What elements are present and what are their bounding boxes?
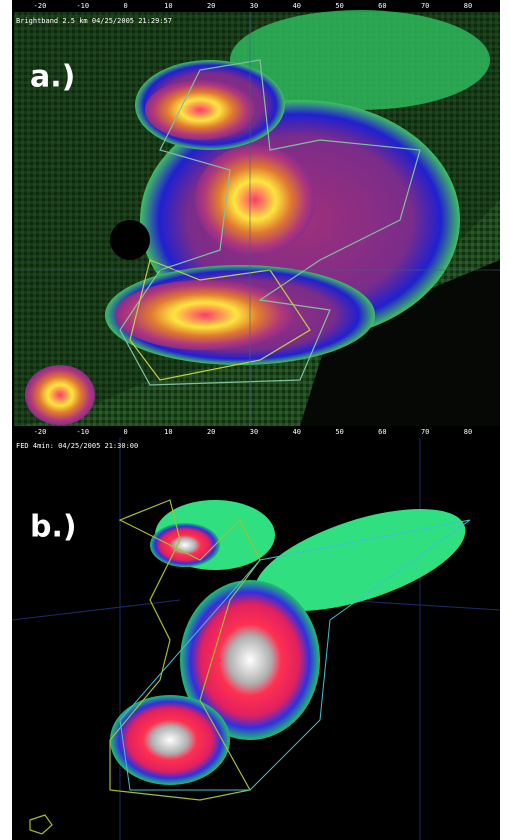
panel-a-header: Brightband 2.5 km 04/25/2005 21:29:57 (16, 17, 172, 25)
x-tick-label: 70 (421, 2, 429, 10)
x-tick-label: -10 (76, 428, 89, 436)
x-tick-label: 10 (164, 2, 172, 10)
x-tick-label: -20 (34, 428, 47, 436)
storm-core (145, 80, 255, 140)
radar-site (110, 220, 150, 260)
x-tick-label: 30 (250, 428, 258, 436)
x-tick-label: 40 (293, 2, 301, 10)
x-tick-label: 70 (421, 428, 429, 436)
x-tick-label: 50 (335, 2, 343, 10)
panel-a-label: a.) (30, 60, 75, 95)
x-tick-label: -10 (76, 2, 89, 10)
x-tick-label: 40 (293, 428, 301, 436)
x-tick-label: 10 (164, 428, 172, 436)
panel-b-label: b.) (30, 510, 77, 545)
storm-core (195, 145, 315, 255)
flash-density (110, 695, 230, 785)
x-tick-label: 60 (378, 428, 386, 436)
figure: Brightband 2.5 km 04/25/2005 21:29:57 a.… (0, 0, 510, 840)
x-tick-label: 20 (207, 2, 215, 10)
x-tick-label: 80 (464, 428, 472, 436)
x-tick-label: 60 (378, 2, 386, 10)
x-tick-label: 50 (335, 428, 343, 436)
x-tick-label: 0 (123, 2, 127, 10)
panel-b-header: FED 4min: 04/25/2005 21:30:00 (16, 442, 138, 450)
x-tick-label: 30 (250, 2, 258, 10)
x-tick-label: -20 (34, 2, 47, 10)
x-tick-label: 0 (123, 428, 127, 436)
x-tick-label: 20 (207, 428, 215, 436)
flash-density (150, 523, 220, 567)
storm-core (25, 365, 95, 425)
x-tick-label: 80 (464, 2, 472, 10)
